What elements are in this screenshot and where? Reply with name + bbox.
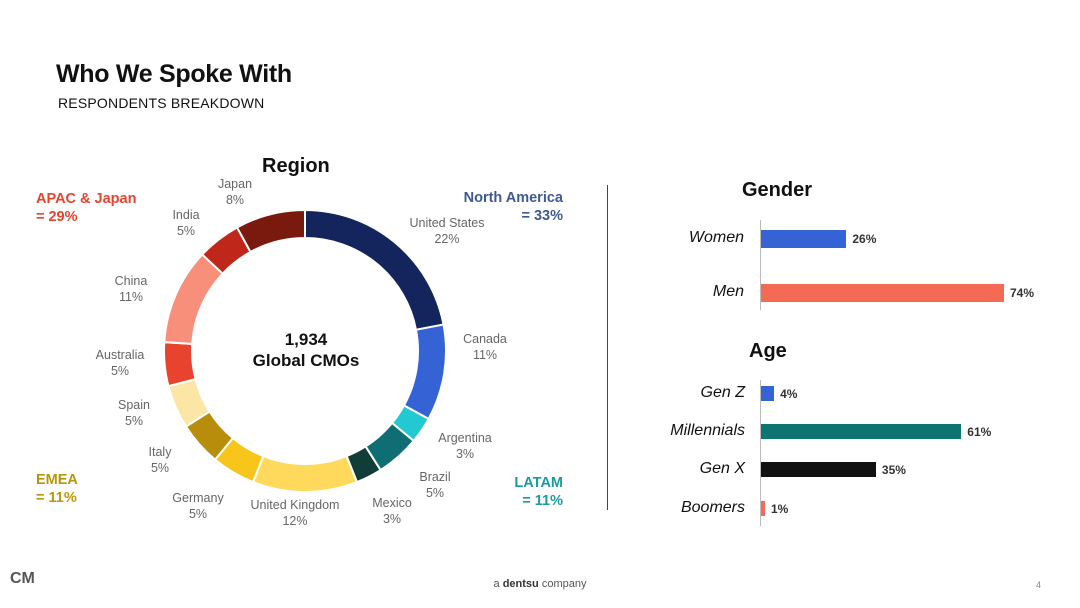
region-donut-chart (163, 208, 447, 493)
donut-center-value: 1,934 (284, 330, 328, 349)
slice-label-united-kingdom: United Kingdom 12% (250, 498, 340, 528)
donut-slice-australia (163, 341, 197, 388)
region-chart-title: Region (262, 155, 330, 177)
slice-label-japan: Japan 8% (217, 177, 253, 207)
age-value-genz: 4% (780, 387, 798, 401)
slice-label-mexico: Mexico 3% (372, 496, 412, 526)
age-chart-title: Age (749, 340, 787, 362)
slice-label-italy: Italy 5% (148, 445, 172, 475)
age-category-genx: Gen X (699, 460, 745, 477)
page-title: Who We Spoke With (56, 60, 292, 88)
gender-value-men: 74% (1010, 286, 1035, 300)
slice-label-china: China 11% (114, 274, 148, 304)
slice-label-united-states: United States 22% (409, 216, 485, 246)
age-axis (760, 380, 761, 526)
age-bar-genz (761, 386, 775, 401)
gender-bar-men (761, 284, 1004, 302)
group-label-emea: EMEA = 11% (36, 472, 78, 506)
age-bar-genx (761, 462, 876, 477)
gender-bar-women (761, 230, 847, 248)
group-label-north-america: North America = 33% (463, 190, 563, 224)
donut-slice-united-kingdom (251, 454, 359, 493)
age-category-millennials: Millennials (670, 422, 745, 439)
slice-label-australia: Australia 5% (95, 348, 145, 378)
slice-label-brazil: Brazil 5% (419, 470, 451, 500)
age-bar-millennials (761, 424, 962, 439)
age-bar-boomers (761, 501, 765, 516)
age-category-boomers: Boomers (680, 499, 745, 516)
donut-center-label: Global CMOs (252, 351, 360, 370)
gender-category-men: Men (712, 283, 744, 300)
page-number: 4 (1036, 580, 1042, 590)
watermark-logo: CM (10, 570, 35, 587)
age-category-genz: Gen Z (700, 384, 745, 401)
slice-label-spain: Spain 5% (118, 398, 150, 428)
slice-label-germany: Germany 5% (172, 491, 224, 521)
gender-value-women: 26% (852, 232, 877, 246)
donut-slice-japan (235, 208, 306, 254)
age-value-boomers: 1% (771, 502, 789, 516)
gender-axis (760, 220, 761, 310)
age-value-genx: 35% (881, 463, 906, 477)
group-label-latam: LATAM = 11% (514, 475, 563, 509)
age-value-millennials: 61% (967, 425, 992, 439)
slice-label-canada: Canada 11% (463, 332, 507, 362)
vertical-divider (607, 185, 608, 510)
page-subtitle: RESPONDENTS BREAKDOWN (58, 95, 265, 111)
slice-label-india: India 5% (172, 208, 200, 238)
footer-brand: a dentsu company (493, 578, 587, 590)
gender-chart-title: Gender (742, 179, 813, 201)
gender-category-women: Women (688, 229, 744, 246)
slice-label-argentina: Argentina 3% (438, 431, 492, 461)
group-label-apac: APAC & Japan = 29% (36, 191, 137, 225)
